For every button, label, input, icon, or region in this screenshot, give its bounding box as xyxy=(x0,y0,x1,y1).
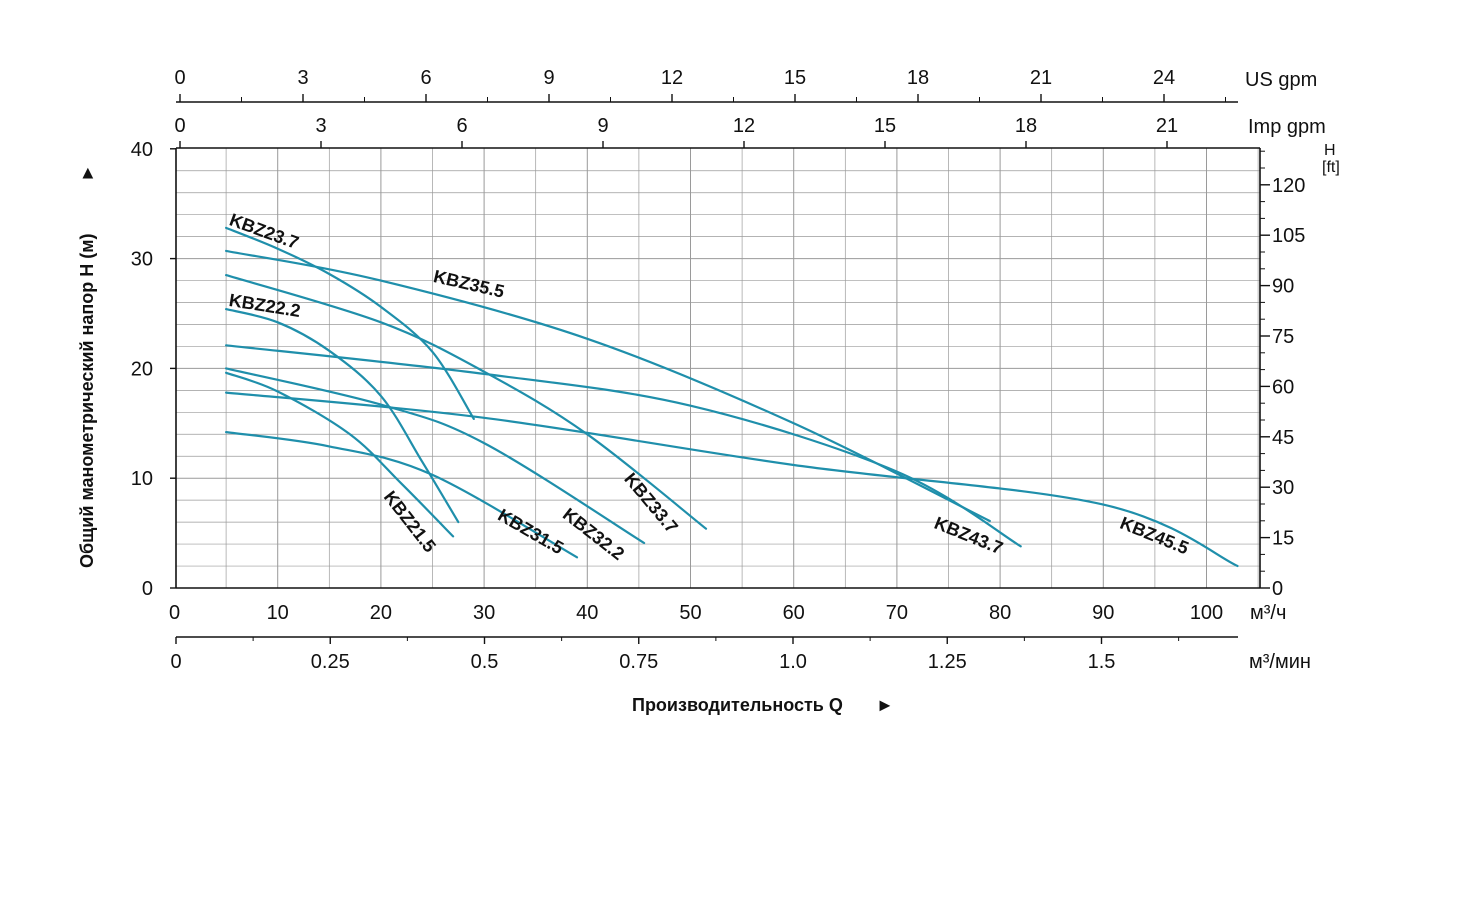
ft-unit-bottom: [ft] xyxy=(1322,159,1340,176)
label-kbz33-7: KBZ33.7 xyxy=(620,469,682,537)
x-axis-title: Производительность Q xyxy=(632,695,843,715)
x-tick-label: 30 xyxy=(473,602,495,624)
ft-tick-label: 75 xyxy=(1272,326,1294,348)
m3min-tick-label: 0.5 xyxy=(471,651,499,673)
imp-gpm-tick-label: 21 xyxy=(1156,115,1178,137)
ft-tick-label: 105 xyxy=(1272,225,1305,247)
x-tick-label: 90 xyxy=(1092,602,1114,624)
us-gpm-tick-label: 21 xyxy=(1030,67,1052,89)
x-tick-label: 100 xyxy=(1190,602,1223,624)
axes xyxy=(170,94,1270,644)
label-kbz31-5: KBZ31.5 xyxy=(495,505,567,558)
us-gpm-tick-label: 6 xyxy=(420,67,431,89)
curve-kbz23-7 xyxy=(225,226,475,420)
curve-kbz21-5 xyxy=(225,371,455,538)
us-gpm-tick-label: 12 xyxy=(661,67,683,89)
imp-gpm-tick-label: 0 xyxy=(174,115,185,137)
imp-gpm-tick-label: 6 xyxy=(456,115,467,137)
x-tick-label: 60 xyxy=(783,602,805,624)
us-gpm-unit: US gpm xyxy=(1245,69,1317,91)
x-tick-label: 80 xyxy=(989,602,1011,624)
ft-tick-label: 60 xyxy=(1272,376,1294,398)
curve-kbz43-7 xyxy=(225,344,1022,548)
y-tick-label: 10 xyxy=(131,468,153,490)
curve-kbz31-5 xyxy=(225,431,579,559)
x-tick-label: 50 xyxy=(679,602,701,624)
x-tick-label: 40 xyxy=(576,602,598,624)
y-axis-title: Общий манометрический напор Н (м) xyxy=(77,233,97,568)
x-tick-label: 70 xyxy=(886,602,908,624)
imp-gpm-tick-label: 15 xyxy=(874,115,896,137)
m3min-tick-label: 0.75 xyxy=(619,651,658,673)
y-tick-label: 30 xyxy=(131,249,153,271)
imp-gpm-tick-label: 12 xyxy=(733,115,755,137)
label-kbz32-2: KBZ32.2 xyxy=(559,504,628,564)
x-main-unit: м³/ч xyxy=(1250,602,1286,624)
us-gpm-tick-label: 0 xyxy=(174,67,185,89)
m3min-tick-label: 1.5 xyxy=(1088,651,1116,673)
curve-kbz45-5 xyxy=(225,391,1239,568)
curve-kbz22-2 xyxy=(225,308,460,524)
ft-tick-label: 90 xyxy=(1272,276,1294,298)
y-tick-label: 40 xyxy=(131,139,153,161)
label-kbz43-7: KBZ43.7 xyxy=(932,513,1006,559)
us-gpm-tick-label: 24 xyxy=(1153,67,1175,89)
y-tick-label: 0 xyxy=(142,578,153,600)
performance-curves xyxy=(225,226,1239,568)
us-gpm-tick-label: 3 xyxy=(297,67,308,89)
x-tick-label: 10 xyxy=(267,602,289,624)
us-gpm-tick-label: 15 xyxy=(784,67,806,89)
us-gpm-tick-label: 18 xyxy=(907,67,929,89)
curve-kbz32-2 xyxy=(225,367,646,545)
imp-gpm-tick-label: 9 xyxy=(597,115,608,137)
m3min-tick-label: 0.25 xyxy=(311,651,350,673)
ft-tick-label: 30 xyxy=(1272,477,1294,499)
ft-unit-top: H xyxy=(1324,142,1336,159)
ft-tick-label: 15 xyxy=(1272,528,1294,550)
y-tick-label: 20 xyxy=(131,358,153,380)
y-axis-arrow: ► xyxy=(77,164,97,182)
ft-tick-label: 120 xyxy=(1272,175,1305,197)
ft-tick-label: 45 xyxy=(1272,427,1294,449)
label-kbz23-7: KBZ23.7 xyxy=(227,210,302,253)
imp-gpm-tick-label: 18 xyxy=(1015,115,1037,137)
m3min-tick-label: 0 xyxy=(170,651,181,673)
m3min-tick-label: 1.0 xyxy=(779,651,807,673)
m3min-tick-label: 1.25 xyxy=(928,651,967,673)
imp-gpm-unit: Imp gpm xyxy=(1248,116,1326,138)
us-gpm-tick-label: 9 xyxy=(543,67,554,89)
ft-tick-label: 0 xyxy=(1272,578,1283,600)
x-tick-label: 20 xyxy=(370,602,392,624)
imp-gpm-tick-label: 3 xyxy=(315,115,326,137)
grid xyxy=(176,148,1260,588)
x-tick-label: 0 xyxy=(169,602,180,624)
curve-kbz33-7 xyxy=(225,274,708,530)
x-axis-arrow: ► xyxy=(876,695,894,715)
x-min-unit: м³/мин xyxy=(1249,651,1311,673)
curve-kbz35-5 xyxy=(225,249,991,523)
label-kbz21-5: KBZ21.5 xyxy=(380,487,440,556)
